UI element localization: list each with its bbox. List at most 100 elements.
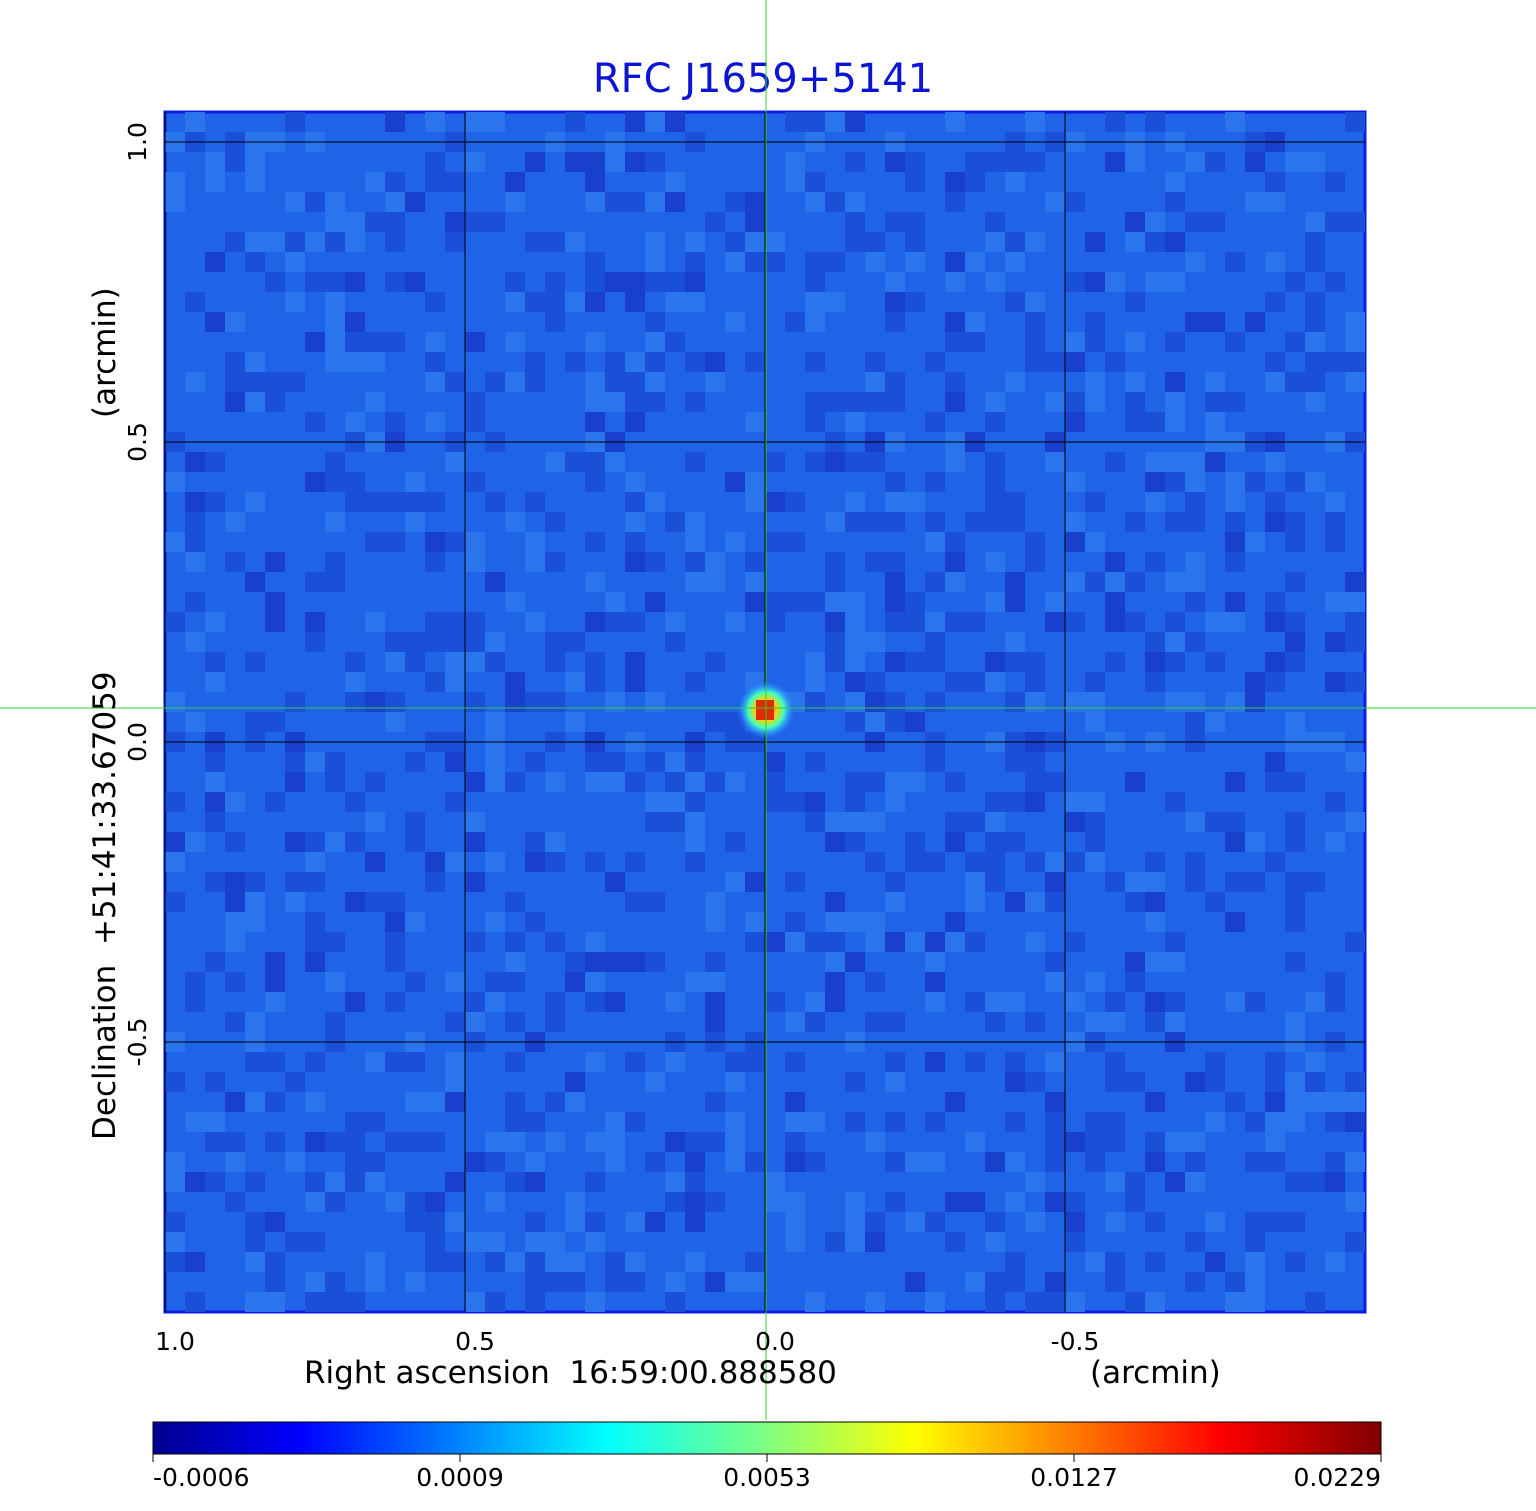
noise-pixel — [885, 652, 905, 672]
noise-pixel — [745, 592, 765, 612]
noise-pixel — [1145, 492, 1165, 512]
noise-pixel — [785, 1232, 805, 1252]
noise-pixel — [925, 932, 945, 952]
noise-pixel — [505, 1172, 525, 1192]
noise-pixel — [545, 992, 565, 1012]
noise-pixel — [545, 1272, 565, 1292]
noise-pixel — [645, 952, 665, 972]
noise-pixel — [545, 1132, 565, 1152]
noise-pixel — [565, 1072, 585, 1092]
noise-pixel — [1125, 772, 1145, 792]
noise-pixel — [585, 952, 605, 972]
noise-pixel — [825, 992, 845, 1012]
noise-pixel — [765, 932, 785, 952]
noise-pixel — [485, 372, 505, 392]
noise-pixel — [1025, 652, 1045, 672]
noise-pixel — [1285, 572, 1305, 592]
noise-pixel — [945, 812, 965, 832]
noise-pixel — [345, 1292, 365, 1312]
noise-pixel — [1065, 352, 1085, 372]
noise-pixel — [1285, 272, 1305, 292]
noise-pixel — [365, 1152, 385, 1172]
noise-pixel — [165, 472, 185, 492]
noise-pixel — [1105, 872, 1125, 892]
noise-pixel — [1105, 652, 1125, 672]
noise-pixel — [705, 772, 725, 792]
noise-pixel — [1285, 872, 1305, 892]
noise-pixel — [1185, 512, 1205, 532]
noise-pixel — [1025, 932, 1045, 952]
noise-pixel — [1085, 692, 1105, 712]
noise-pixel — [525, 1152, 545, 1172]
noise-pixel — [1165, 172, 1185, 192]
noise-pixel — [185, 532, 205, 552]
noise-pixel — [825, 832, 845, 852]
noise-pixel — [465, 412, 485, 432]
noise-pixel — [945, 272, 965, 292]
noise-pixel — [505, 172, 525, 192]
noise-pixel — [805, 1012, 825, 1032]
noise-pixel — [1165, 692, 1185, 712]
noise-pixel — [1025, 772, 1045, 792]
noise-pixel — [585, 1172, 605, 1192]
noise-pixel — [1045, 872, 1065, 892]
noise-pixel — [1185, 212, 1205, 232]
noise-pixel — [1085, 232, 1105, 252]
noise-pixel — [465, 612, 485, 632]
noise-pixel — [305, 412, 325, 432]
noise-pixel — [625, 892, 645, 912]
noise-pixel — [825, 592, 845, 612]
noise-pixel — [985, 1152, 1005, 1172]
noise-pixel — [485, 1292, 505, 1312]
noise-pixel — [785, 172, 805, 192]
noise-pixel — [1265, 672, 1285, 692]
noise-pixel — [1145, 1252, 1165, 1272]
noise-pixel — [425, 412, 445, 432]
noise-pixel — [805, 272, 825, 292]
noise-pixel — [1105, 552, 1125, 572]
noise-pixel — [1325, 632, 1345, 652]
noise-pixel — [1025, 892, 1045, 912]
noise-pixel — [945, 252, 965, 272]
noise-pixel — [785, 112, 805, 132]
noise-pixel — [945, 532, 965, 552]
noise-pixel — [205, 1072, 225, 1092]
noise-pixel — [1285, 372, 1305, 392]
noise-pixel — [325, 1132, 345, 1152]
noise-pixel — [945, 772, 965, 792]
noise-pixel — [325, 212, 345, 232]
noise-pixel — [765, 792, 785, 812]
noise-pixel — [805, 752, 825, 772]
noise-pixel — [1065, 1292, 1085, 1312]
noise-pixel — [925, 972, 945, 992]
noise-pixel — [1325, 272, 1345, 292]
noise-pixel — [1005, 652, 1025, 672]
noise-pixel — [845, 672, 865, 692]
noise-pixel — [545, 832, 565, 852]
noise-pixel — [925, 512, 945, 532]
noise-pixel — [745, 472, 765, 492]
noise-pixel — [1145, 1012, 1165, 1032]
noise-pixel — [645, 352, 665, 372]
noise-pixel — [645, 332, 665, 352]
noise-pixel — [885, 1152, 905, 1172]
noise-pixel — [205, 172, 225, 192]
noise-pixel — [965, 332, 985, 352]
noise-pixel — [1065, 692, 1085, 712]
noise-pixel — [1225, 812, 1245, 832]
noise-pixel — [825, 972, 845, 992]
noise-pixel — [1045, 1152, 1065, 1172]
noise-pixel — [845, 212, 865, 232]
noise-pixel — [1305, 392, 1325, 412]
noise-pixel — [845, 232, 865, 252]
noise-pixel — [225, 932, 245, 952]
noise-pixel — [905, 152, 925, 172]
noise-pixel — [865, 452, 885, 472]
noise-pixel — [805, 312, 825, 332]
noise-pixel — [1005, 892, 1025, 912]
noise-pixel — [1125, 212, 1145, 232]
noise-pixel — [625, 192, 645, 212]
noise-pixel — [545, 772, 565, 792]
noise-pixel — [1265, 492, 1285, 512]
noise-pixel — [265, 1092, 285, 1112]
